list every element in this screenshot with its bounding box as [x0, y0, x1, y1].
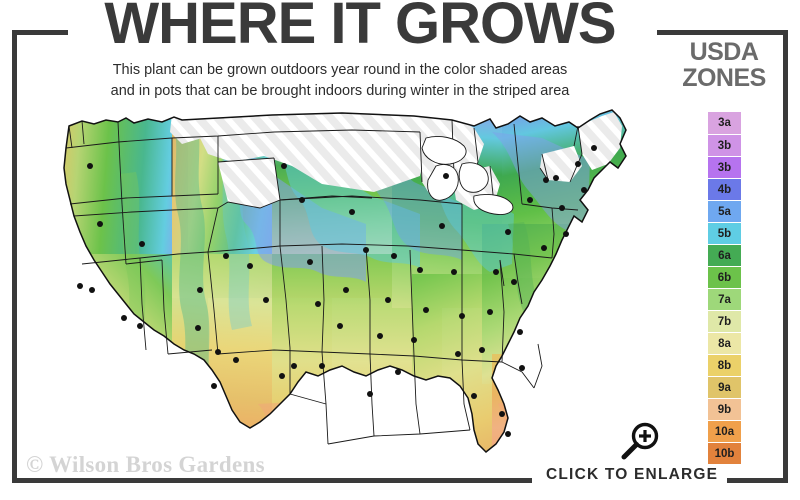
zone-swatch-3b-2: 3b: [708, 156, 741, 178]
zone-swatch-3a-0: 3a: [708, 112, 741, 134]
legend-heading-line-2: ZONES: [682, 63, 766, 92]
zone-swatch-label: 3a: [718, 117, 731, 129]
us-outline: [63, 109, 627, 454]
zone-swatch-label: 4b: [717, 183, 732, 196]
zone-swatch-label: 9a: [718, 381, 731, 394]
zone-swatch-10b-15: 10b: [708, 442, 741, 464]
click-to-enlarge-label[interactable]: CLICK TO ENLARGE: [546, 466, 719, 483]
frame-bottom-left-segment: [12, 478, 532, 483]
magnifier-plus-icon[interactable]: [618, 420, 662, 469]
usda-zone-legend: 3a 3b 3b 4b 5a 5b 6a 6b 7a 7b 8a 8b 9a 9b 10a 10b: [708, 112, 741, 464]
zone-swatch-label: 6a: [718, 249, 731, 262]
state-borders: [65, 119, 583, 445]
watermark-credit: © Wilson Bros Gardens: [26, 452, 265, 477]
zone-swatch-label: 10b: [714, 447, 735, 460]
frame-right-edge: [783, 30, 788, 483]
zone-swatch-10a-14: 10a: [708, 420, 741, 442]
zone-swatch-5a-4: 5a: [708, 200, 741, 222]
frame-left-edge: [12, 30, 17, 483]
zone-swatch-7a-8: 7a: [708, 288, 741, 310]
zone-swatch-label: 5b: [717, 227, 732, 240]
zone-swatch-label: 3b: [717, 139, 732, 152]
frame-top-left-segment: [12, 30, 68, 35]
zone-swatch-label: 3b: [717, 161, 732, 174]
legend-heading: USDA ZONES: [665, 38, 783, 92]
usda-hardiness-zone-map[interactable]: [22, 104, 652, 474]
zone-swatch-label: 7b: [717, 315, 732, 328]
zone-swatch-8a-10: 8a: [708, 332, 741, 354]
zone-swatch-6b-7: 6b: [708, 266, 741, 288]
zone-swatch-label: 10a: [714, 425, 735, 438]
zone-swatch-label: 8b: [717, 359, 732, 372]
zone-swatch-label: 6b: [717, 271, 732, 284]
zone-swatch-label: 5a: [718, 205, 731, 218]
zone-swatch-label: 9b: [717, 403, 732, 416]
zone-swatch-6a-6: 6a: [708, 244, 741, 266]
zone-swatch-4b-3: 4b: [708, 178, 741, 200]
subtitle: This plant can be grown outdoors year ro…: [30, 60, 650, 102]
frame-bottom-right-segment: [727, 478, 788, 483]
subtitle-line-1: This plant can be grown outdoors year ro…: [112, 62, 568, 78]
zone-swatch-9a-12: 9a: [708, 376, 741, 398]
zone-swatch-7b-9: 7b: [708, 310, 741, 332]
zone-swatch-3b-1: 3b: [708, 134, 741, 156]
great-lakes: [421, 135, 514, 215]
zone-swatch-9b-13: 9b: [708, 398, 741, 420]
page-title: WHERE IT GROWS: [104, 0, 616, 56]
subtitle-line-2: and in pots that can be brought indoors …: [110, 83, 570, 100]
zone-swatch-8b-11: 8b: [708, 354, 741, 376]
city-dots: [77, 145, 597, 437]
legend-heading-line-1: USDA: [689, 38, 759, 66]
zone-swatch-5b-5: 5b: [708, 222, 741, 244]
frame-top-right-segment: [657, 30, 788, 35]
zone-swatch-label: 7a: [718, 293, 731, 306]
zone-swatch-label: 8a: [718, 337, 731, 350]
